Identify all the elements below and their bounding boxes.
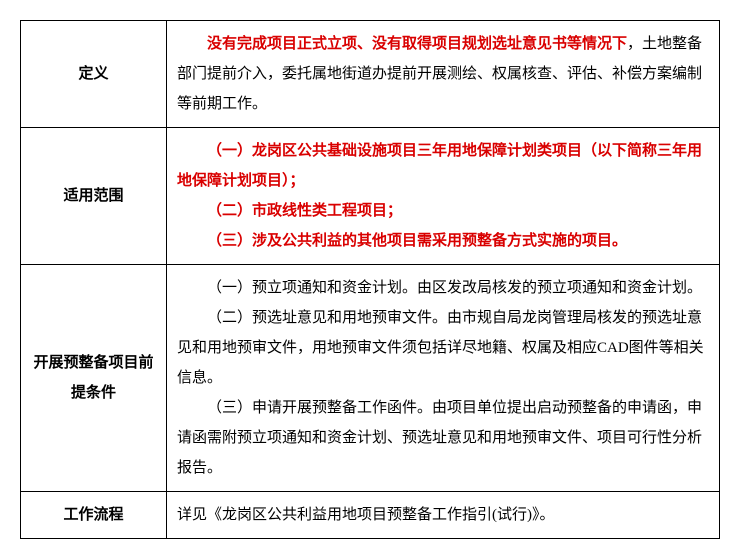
table-row: 开展预整备项目前提条件（一）预立项通知和资金计划。由区发改局核发的预立项通知和资… [21,265,720,492]
table-row: 定义没有完成项目正式立项、没有取得项目规划选址意见书等情况下，土地整备部门提前介… [21,21,720,128]
row-label: 工作流程 [21,492,167,539]
page-wrap: 定义没有完成项目正式立项、没有取得项目规划选址意见书等情况下，土地整备部门提前介… [20,20,720,539]
row-label: 定义 [21,21,167,128]
row-content: （一）龙岗区公共基础设施项目三年用地保障计划类项目（以下简称三年用地保障计划项目… [167,128,720,265]
table-row: 适用范围（一）龙岗区公共基础设施项目三年用地保障计划类项目（以下简称三年用地保障… [21,128,720,265]
row-label: 开展预整备项目前提条件 [21,265,167,492]
row-label: 适用范围 [21,128,167,265]
row-content: 没有完成项目正式立项、没有取得项目规划选址意见书等情况下，土地整备部门提前介入，… [167,21,720,128]
table-row: 工作流程详见《龙岗区公共利益用地项目预整备工作指引(试行)》。 [21,492,720,539]
row-content: （一）预立项通知和资金计划。由区发改局核发的预立项通知和资金计划。（二）预选址意… [167,265,720,492]
row-content: 详见《龙岗区公共利益用地项目预整备工作指引(试行)》。 [167,492,720,539]
policy-table: 定义没有完成项目正式立项、没有取得项目规划选址意见书等情况下，土地整备部门提前介… [20,20,720,539]
table-body: 定义没有完成项目正式立项、没有取得项目规划选址意见书等情况下，土地整备部门提前介… [21,21,720,539]
